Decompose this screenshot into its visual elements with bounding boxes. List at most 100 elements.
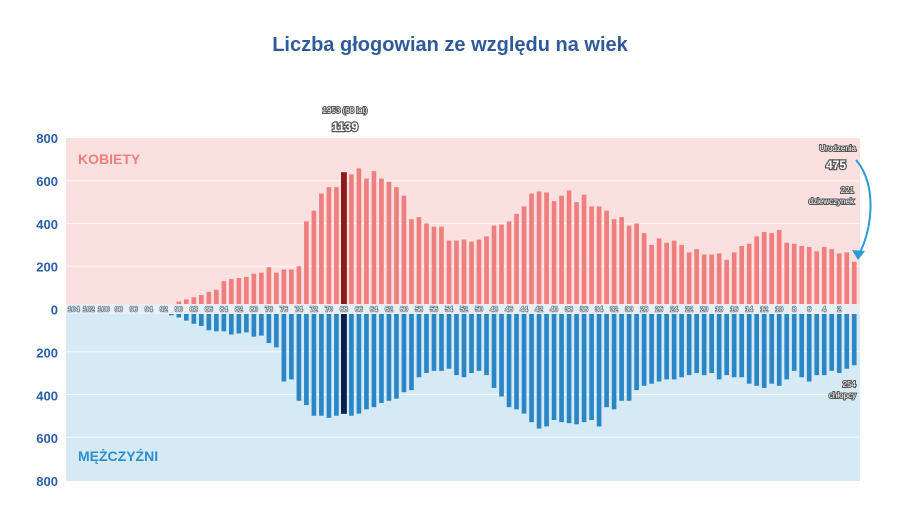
male-bar <box>491 311 497 388</box>
male-bar <box>446 311 452 369</box>
x-tick-label: 58 <box>415 307 423 314</box>
female-bar <box>454 240 459 309</box>
female-bar <box>574 202 579 309</box>
male-bar <box>761 311 767 388</box>
female-bar <box>746 243 752 309</box>
male-bar <box>356 311 362 414</box>
x-tick-label: 22 <box>685 307 693 314</box>
male-bar <box>806 311 812 382</box>
male-bar <box>386 311 392 401</box>
x-tick-label: 42 <box>535 307 543 314</box>
girls-label: dziewczynek <box>809 197 855 206</box>
x-tick-label: 14 <box>745 307 753 314</box>
female-bar <box>431 226 437 309</box>
male-bar <box>416 311 422 378</box>
male-bar <box>469 311 474 373</box>
x-tick-label: 72 <box>310 307 318 314</box>
female-bar <box>589 206 594 309</box>
female-bar <box>844 252 850 309</box>
female-bar <box>424 223 429 309</box>
x-tick-label: 30 <box>625 307 633 314</box>
female-bar <box>251 273 257 309</box>
zero-axis-band <box>66 304 860 314</box>
male-bar <box>499 311 504 397</box>
male-bar <box>199 311 204 326</box>
male-bar <box>506 311 512 408</box>
male-bar <box>214 311 219 332</box>
male-bar <box>304 311 309 406</box>
female-bar <box>206 291 212 309</box>
girls-value: 221 <box>841 186 855 195</box>
male-bar <box>679 311 684 378</box>
boys-value: 254 <box>843 380 857 389</box>
y-tick-label: 200 <box>36 260 58 275</box>
female-bar <box>499 224 504 309</box>
female-bar <box>529 193 534 309</box>
female-bar <box>191 297 197 309</box>
female-bar <box>356 168 362 309</box>
x-tick-label: 102 <box>83 307 95 314</box>
male-panel-label: MĘŻCZYŹNI <box>78 448 158 464</box>
female-bar <box>596 206 602 309</box>
female-bar <box>266 267 272 309</box>
female-bar <box>326 187 332 309</box>
female-bar <box>296 266 302 309</box>
male-bar <box>379 311 384 403</box>
female-bar <box>461 239 467 309</box>
female-bar <box>724 259 729 309</box>
x-tick-label: 36 <box>580 307 588 314</box>
y-tick-label: 800 <box>36 474 58 489</box>
female-bar <box>476 239 482 309</box>
male-bar <box>176 311 182 318</box>
female-bar <box>229 279 234 309</box>
male-bar <box>191 311 197 324</box>
male-bar <box>844 311 850 369</box>
female-bar <box>671 240 677 309</box>
male-bar <box>551 311 557 421</box>
female-bar <box>469 241 474 309</box>
male-bar <box>821 311 827 376</box>
male-bar <box>701 311 707 376</box>
male-bar <box>559 311 564 423</box>
female-bar <box>340 172 347 309</box>
female-bar <box>319 193 324 309</box>
x-tick-label: 48 <box>490 307 498 314</box>
y-axis-ticks: 800 600 400 200 0 200 400 600 800 <box>36 131 58 489</box>
female-bar <box>791 243 797 309</box>
x-tick-label: 12 <box>760 307 768 314</box>
male-bar <box>664 311 669 380</box>
female-bar <box>536 191 542 309</box>
female-bar <box>686 252 692 309</box>
x-tick-label: 28 <box>640 307 648 314</box>
male-bar <box>836 311 842 373</box>
male-bar <box>529 311 534 423</box>
female-bar <box>641 233 647 309</box>
female-bar <box>829 249 835 309</box>
x-tick-label: 80 <box>250 307 258 314</box>
x-tick-label: 90 <box>175 307 183 314</box>
x-tick-label: 82 <box>235 307 243 314</box>
female-bar <box>836 253 842 309</box>
male-bar <box>634 311 639 391</box>
y-tick-label: 200 <box>36 345 58 360</box>
x-tick-label: 2 <box>837 307 841 314</box>
female-bar <box>274 272 279 309</box>
births-arrow-icon <box>855 159 872 257</box>
x-tick-label: 46 <box>505 307 513 314</box>
male-bar <box>206 311 212 331</box>
female-bar <box>551 201 557 309</box>
female-bar <box>514 213 519 309</box>
male-bar <box>236 311 242 334</box>
male-bar <box>476 311 482 371</box>
arrowhead-icon <box>852 250 865 260</box>
male-bar <box>581 311 587 423</box>
x-tick-label: 66 <box>355 307 363 314</box>
female-bar <box>806 247 812 309</box>
male-bar <box>791 311 797 371</box>
male-bar <box>709 311 714 373</box>
boys-label: chłopcy <box>829 391 856 400</box>
male-bar <box>521 311 527 414</box>
female-bar <box>544 192 549 309</box>
x-tick-label: 32 <box>610 307 618 314</box>
female-bar <box>731 252 737 309</box>
